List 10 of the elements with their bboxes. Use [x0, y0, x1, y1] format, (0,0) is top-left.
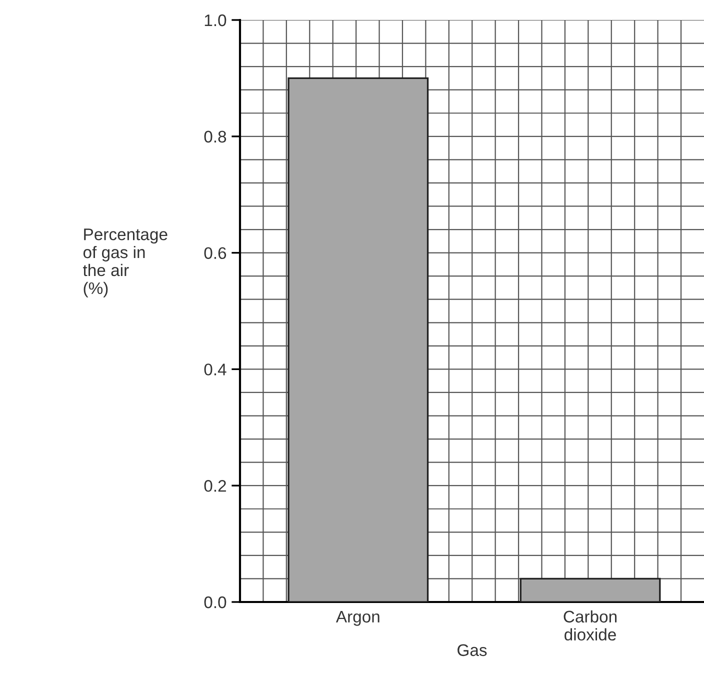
- x-axis-title: Gas: [458, 644, 487, 656]
- y-axis-title: Percentage of gas in the air (%): [83, 228, 168, 298]
- x-tick-label: Argon: [336, 610, 380, 626]
- x-tick-label: Carbon dioxide: [564, 610, 617, 641]
- y-tick-label: 0.2: [204, 480, 226, 492]
- y-tick-label: 0.0: [204, 596, 226, 608]
- y-tick-label: 0.4: [204, 364, 226, 376]
- y-tick-label: 0.6: [204, 247, 226, 260]
- y-tick-label: 1.0: [204, 14, 226, 26]
- y-tick-label: 0.8: [204, 130, 226, 143]
